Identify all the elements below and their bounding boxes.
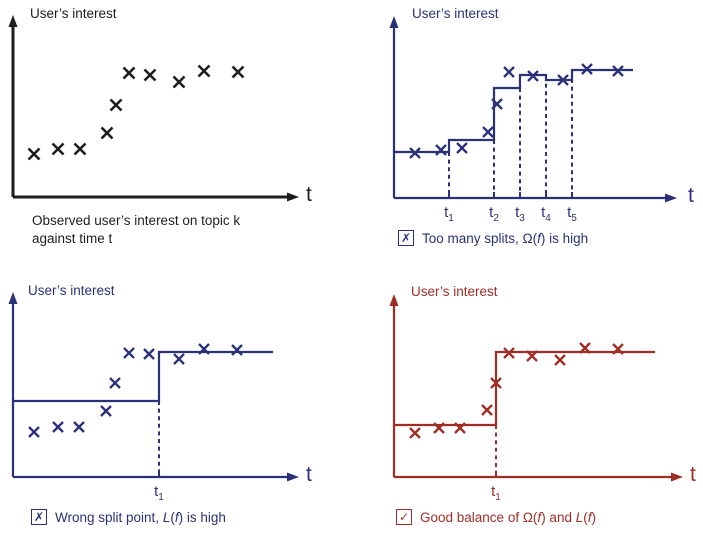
y-axis-title: User’s interest bbox=[411, 284, 498, 299]
caption-line-2: against time t bbox=[32, 231, 113, 246]
good-balance-step-plot bbox=[389, 294, 683, 482]
caption-text: Good balance of Ω(f) and L(f) bbox=[420, 510, 596, 525]
cross-box-icon: ✗ bbox=[31, 509, 47, 525]
caption-part: Wrong split point, bbox=[55, 509, 163, 525]
tick-label-t4: t4 bbox=[541, 204, 551, 225]
panel-caption: ✗ Wrong split point, L(f) is high bbox=[31, 509, 226, 525]
tick-label-t3: t3 bbox=[515, 204, 525, 225]
caption-part: ) is high bbox=[540, 230, 589, 246]
panel-caption: ✓ Good balance of Ω(f) and L(f) bbox=[396, 509, 596, 525]
y-axis-title: User’s interest bbox=[28, 283, 115, 298]
cross-box-icon: ✗ bbox=[398, 230, 414, 246]
caption-part: ) bbox=[591, 509, 597, 525]
caption-part-italic: f bbox=[174, 509, 179, 525]
caption-part: ( bbox=[170, 509, 175, 525]
check-box-icon: ✓ bbox=[396, 509, 412, 525]
panel-caption: ✗ Too many splits, Ω(f) is high bbox=[398, 230, 588, 246]
tick-label-t5: t5 bbox=[567, 204, 577, 225]
tick-label-t2: t2 bbox=[489, 204, 499, 225]
tick-label-t1: t1 bbox=[491, 483, 501, 504]
observed-scatter-plot bbox=[8, 15, 299, 202]
y-axis-title: User’s interest bbox=[412, 6, 499, 21]
caption-part-italic: f bbox=[537, 230, 541, 246]
caption-text: Wrong split point, L(f) is high bbox=[55, 510, 226, 525]
caption-part-italic: f bbox=[587, 509, 592, 525]
wrong-split-step-plot bbox=[8, 292, 299, 482]
panel-too-many-splits: User’s interest t ✗ Too many splits, Ω(f… bbox=[352, 0, 703, 267]
caption-part-italic: f bbox=[537, 509, 542, 525]
panel-wrong-split-point: User’s interest t ✗ Wrong split point, L… bbox=[0, 267, 352, 534]
caption-part-italic: L bbox=[575, 509, 584, 525]
caption-part-italic: L bbox=[162, 509, 171, 525]
x-axis-label: t bbox=[306, 183, 312, 206]
panel-observed-data: User’s interest t Observed user’s intere… bbox=[0, 0, 352, 267]
x-axis-label: t bbox=[690, 463, 696, 486]
caption-part: ) and bbox=[541, 509, 576, 525]
caption-part: ( bbox=[583, 509, 588, 525]
caption-text: Too many splits, Ω(f) is high bbox=[422, 231, 588, 246]
caption-part: Good balance of Ω( bbox=[420, 509, 538, 525]
x-axis-label: t bbox=[306, 463, 312, 486]
caption-part: ) is high bbox=[178, 509, 226, 525]
y-axis-title: User’s interest bbox=[30, 6, 117, 21]
panel-caption: Observed user’s interest on topic k agai… bbox=[32, 212, 240, 248]
panel-good-balance: User’s interest t ✓ Good balance of Ω(f)… bbox=[352, 267, 703, 534]
x-axis-label: t bbox=[688, 184, 694, 207]
tick-label-t1: t1 bbox=[444, 204, 454, 225]
caption-line-1: Observed user’s interest on topic k bbox=[32, 213, 241, 228]
too-many-splits-step-plot bbox=[389, 16, 677, 203]
tick-label-t1: t1 bbox=[154, 483, 164, 504]
caption-part: Too many splits, Ω( bbox=[422, 230, 538, 246]
